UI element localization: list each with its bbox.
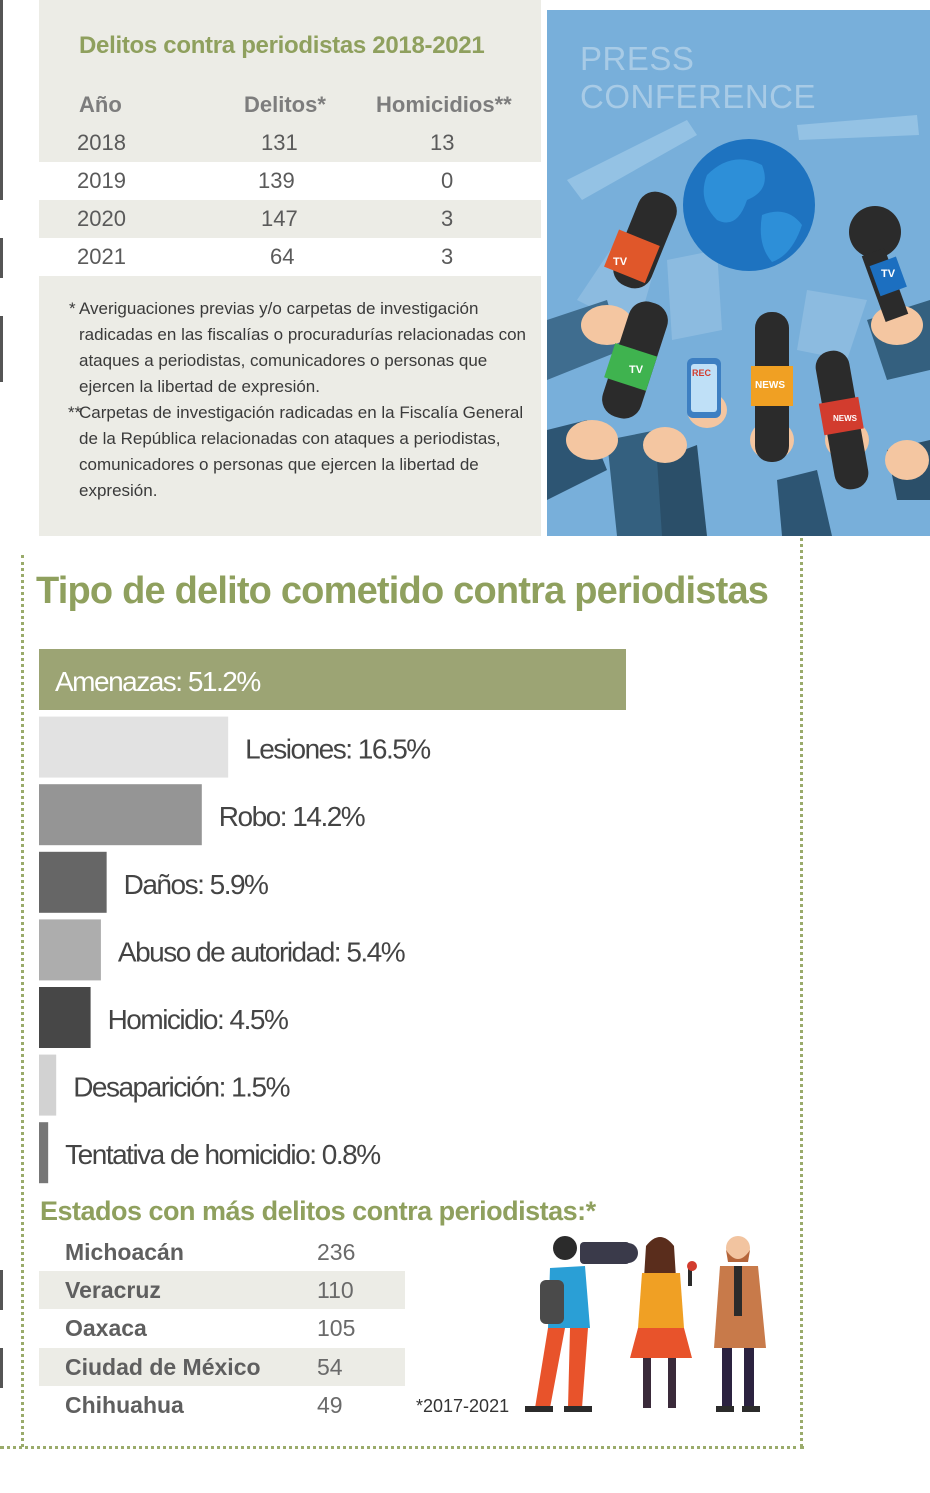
state-value: 54: [317, 1354, 343, 1380]
page-edge-mark: [0, 1348, 3, 1388]
state-value: 49: [317, 1392, 343, 1418]
frame-border-left: [21, 555, 24, 1447]
page-edge-mark: [0, 316, 3, 382]
bar-label: Tentativa de homicidio: 0.8%: [65, 1139, 380, 1170]
bar-label: Desaparición: 1.5%: [73, 1072, 289, 1103]
bar-robo: [39, 784, 202, 846]
page-edge-mark: [0, 1270, 3, 1310]
column-header-crimes: Delitos*: [244, 92, 326, 117]
year-cell: 2020: [77, 206, 126, 231]
mic-label: TV: [613, 256, 628, 268]
state-row: Michoacán 236: [39, 1233, 405, 1271]
bar-da-os: [39, 851, 107, 913]
press-conference-heading: PRESS CONFERENCE: [580, 40, 817, 115]
press-illustration-art: [547, 0, 930, 536]
homicides-cell: 13: [430, 130, 455, 155]
state-row: Chihuahua 49: [39, 1386, 405, 1424]
column-header-year: Año: [79, 92, 122, 117]
bar-amenazas: [39, 649, 626, 710]
footnote: * Averiguaciones previas y/o carpetas de…: [69, 296, 529, 400]
table-row: 2021 64 3: [39, 238, 541, 276]
crimes-cell: 147: [261, 206, 298, 231]
table-row: 2020 147 3: [39, 200, 541, 238]
table-row: 2018 131 13: [39, 124, 541, 162]
state-name: Chihuahua: [65, 1392, 184, 1418]
mic-label: NEWS: [755, 380, 785, 391]
homicides-cell: 3: [441, 206, 454, 231]
homicides-cell: 3: [441, 244, 454, 269]
frame-border-bottom: [0, 1446, 804, 1449]
bar-lesiones: [39, 716, 229, 778]
footnote-text: Carpetas de investigación radicadas en l…: [79, 403, 524, 500]
bar-label: Daños: 5.9%: [124, 869, 268, 900]
homicides-cell: 0: [441, 168, 454, 193]
state-row: Oaxaca 105: [39, 1309, 405, 1347]
press-conference-illustration: PRESS CONFERENCE TV TV REC NEWS NEWS TV: [547, 0, 930, 536]
crimes-cell: 139: [258, 168, 295, 193]
chart-title: Tipo de delito cometido contra periodist…: [36, 570, 769, 612]
year-cell: 2021: [77, 244, 126, 269]
state-row: Ciudad de México 54: [39, 1348, 405, 1386]
state-name: Michoacán: [65, 1239, 184, 1265]
bar-desaparici-n: [39, 1054, 57, 1116]
crimes-table-panel: Delitos contra periodistas 2018-2021 Año…: [39, 0, 541, 536]
mic-label: TV: [629, 364, 644, 376]
footnote-text: Averiguaciones previas y/o carpetas de i…: [79, 299, 526, 396]
state-name: Ciudad de México: [65, 1354, 261, 1380]
page-edge-mark: [0, 238, 3, 278]
crimes-cell: 131: [261, 130, 298, 155]
year-cell: 2018: [77, 130, 126, 155]
crimes-table-title: Delitos contra periodistas 2018-2021: [79, 32, 485, 59]
year-cell: 2019: [77, 168, 126, 193]
mic-label: REC: [692, 368, 712, 378]
bar-label: Robo: 14.2%: [219, 801, 365, 832]
mic-label: NEWS: [833, 414, 857, 423]
bar-homicidio: [39, 987, 91, 1048]
table-footnotes: * Averiguaciones previas y/o carpetas de…: [68, 296, 529, 504]
mic-label: TV: [881, 268, 896, 280]
state-value: 110: [317, 1277, 354, 1303]
bar-abuso-de-autoridad: [39, 919, 101, 981]
states-title: Estados con más delitos contra periodist…: [40, 1196, 596, 1226]
bar-label: Homicidio: 4.5%: [108, 1004, 288, 1035]
crimes-cell: 64: [270, 244, 295, 269]
frame-border-right: [800, 538, 803, 1447]
state-name: Oaxaca: [65, 1315, 147, 1341]
bar-tentativa-de-homicidio: [39, 1122, 49, 1184]
bar-label: Abuso de autoridad: 5.4%: [118, 936, 405, 967]
footnote-mark: **: [68, 403, 82, 422]
bar-label: Amenazas: 51.2%: [55, 666, 260, 697]
reporters-illustration: [525, 1236, 766, 1412]
state-row: Veracruz 110: [39, 1271, 405, 1309]
state-name: Veracruz: [65, 1277, 161, 1303]
table-row: 2019 139 0: [39, 162, 541, 200]
column-header-homicides: Homicidios**: [376, 92, 512, 117]
state-value: 105: [317, 1315, 356, 1341]
state-value: 236: [317, 1239, 356, 1265]
page-edge-mark: [0, 0, 3, 200]
bar-label: Lesiones: 16.5%: [245, 734, 430, 765]
footnote-mark: *: [69, 299, 76, 318]
states-footnote: *2017-2021: [416, 1396, 510, 1416]
footnote: ** Carpetas de investigación radicadas e…: [68, 400, 529, 504]
